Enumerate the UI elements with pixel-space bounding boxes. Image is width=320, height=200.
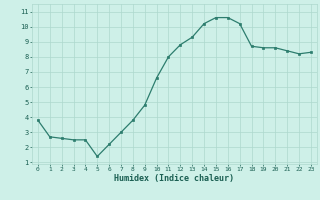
X-axis label: Humidex (Indice chaleur): Humidex (Indice chaleur) (115, 174, 234, 183)
